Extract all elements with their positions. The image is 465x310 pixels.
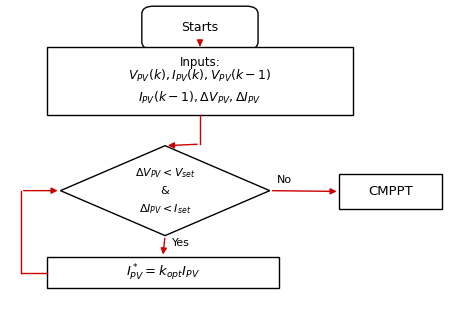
Polygon shape: [60, 146, 270, 236]
Text: $I^*_{PV}=k_{opt}I_{PV}$: $I^*_{PV}=k_{opt}I_{PV}$: [126, 263, 200, 283]
Text: Starts: Starts: [181, 21, 219, 34]
Text: No: No: [277, 175, 292, 185]
FancyBboxPatch shape: [142, 6, 258, 50]
Text: CMPPT: CMPPT: [368, 185, 413, 198]
FancyBboxPatch shape: [46, 46, 353, 115]
Text: $\Delta I_{PV}<I_{set}$: $\Delta I_{PV}<I_{set}$: [139, 202, 191, 215]
FancyBboxPatch shape: [339, 174, 442, 209]
FancyBboxPatch shape: [46, 257, 279, 288]
Text: Yes: Yes: [172, 238, 190, 248]
Text: &: &: [161, 186, 169, 196]
Text: $\Delta V_{PV}<V_{set}$: $\Delta V_{PV}<V_{set}$: [134, 167, 196, 180]
Text: Inputs:: Inputs:: [179, 56, 220, 69]
Text: $I_{PV}(k-1),\Delta V_{PV},\Delta I_{PV}$: $I_{PV}(k-1),\Delta V_{PV},\Delta I_{PV}…: [139, 90, 261, 106]
Text: $V_{PV}(k),I_{PV}(k),V_{PV}(k-1)$: $V_{PV}(k),I_{PV}(k),V_{PV}(k-1)$: [128, 68, 272, 84]
